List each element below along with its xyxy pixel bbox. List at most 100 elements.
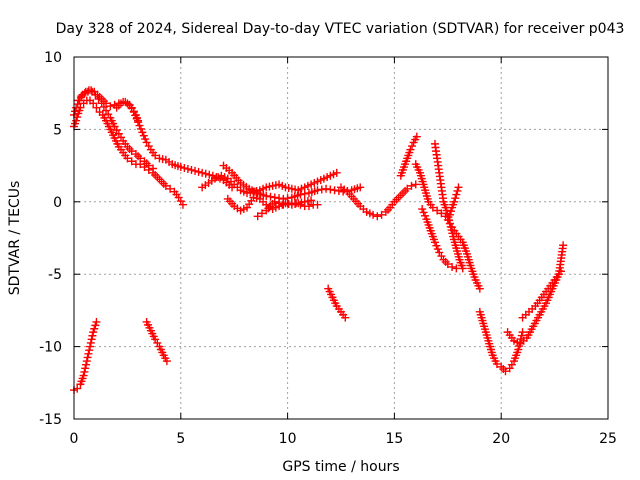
series-arc-17	[518, 267, 566, 322]
data-point	[89, 99, 98, 108]
data-point	[176, 163, 185, 172]
x-tick-label: 0	[70, 431, 79, 447]
data-point	[307, 196, 316, 205]
data-point	[205, 170, 214, 179]
data-point	[450, 197, 459, 206]
data-point	[451, 194, 460, 203]
data-point	[132, 114, 141, 123]
data-point	[447, 207, 456, 216]
data-point	[275, 199, 284, 208]
data-point	[501, 367, 510, 376]
data-point	[92, 317, 101, 326]
chart-title: Day 328 of 2024, Sidereal Day-to-day VTE…	[56, 21, 625, 37]
series-arc-20	[324, 284, 350, 322]
series-arc-14	[445, 183, 463, 219]
data-point	[452, 190, 461, 199]
data-point	[332, 168, 341, 177]
data-point	[149, 164, 158, 173]
data-point	[85, 346, 94, 355]
data-point	[127, 157, 136, 166]
data-point	[138, 128, 147, 137]
series-arc-6	[219, 161, 365, 203]
data-point	[74, 96, 83, 105]
data-point	[412, 132, 421, 141]
data-point	[428, 203, 437, 212]
data-point	[279, 200, 288, 209]
data-point	[433, 245, 442, 254]
series-arc-1	[70, 96, 187, 209]
data-point	[475, 284, 484, 293]
series-arc-19	[142, 317, 171, 366]
data-point	[266, 192, 275, 201]
series-arc-8	[253, 197, 322, 221]
data-point	[141, 135, 150, 144]
y-tick-label: 5	[53, 122, 62, 138]
data-point	[445, 210, 454, 219]
data-point	[136, 124, 145, 133]
x-tick-label: 25	[599, 431, 617, 447]
data-point	[88, 331, 97, 340]
data-point	[86, 342, 95, 351]
data-point	[341, 313, 350, 322]
data-point	[313, 200, 322, 209]
data-point	[326, 185, 335, 194]
data-point	[304, 202, 313, 211]
data-point	[162, 357, 171, 366]
data-point	[330, 186, 339, 195]
data-point	[131, 111, 140, 120]
data-point	[81, 364, 90, 373]
x-tick-label: 15	[385, 431, 403, 447]
data-point	[79, 371, 88, 380]
y-axis-label: SDTVAR / TECUs	[7, 181, 23, 296]
data-point	[433, 206, 442, 215]
data-point	[448, 262, 457, 271]
data-points	[70, 86, 568, 395]
data-point	[116, 99, 125, 108]
data-point	[270, 197, 279, 206]
data-point	[421, 211, 430, 220]
data-point	[139, 131, 148, 140]
series-arc-18	[70, 317, 101, 395]
data-point	[514, 345, 523, 354]
data-point	[292, 199, 301, 208]
data-point	[123, 154, 132, 163]
data-point	[73, 384, 82, 393]
data-point	[518, 328, 527, 337]
data-point	[557, 267, 566, 276]
data-point	[92, 103, 101, 112]
data-point	[80, 367, 89, 376]
data-point	[432, 241, 441, 250]
series-arc-16	[503, 241, 568, 348]
data-point	[453, 186, 462, 195]
data-point	[559, 241, 568, 250]
data-point	[313, 186, 322, 195]
data-point	[91, 321, 100, 330]
data-point	[317, 185, 326, 194]
data-point	[201, 169, 210, 178]
data-point	[84, 349, 93, 358]
data-point	[406, 145, 415, 154]
data-point	[86, 338, 95, 347]
data-point	[166, 184, 175, 193]
data-point	[296, 190, 305, 199]
y-tick-label: 10	[44, 50, 62, 66]
data-point	[517, 331, 526, 340]
data-point	[102, 99, 111, 108]
axis-ticks	[73, 56, 609, 420]
grid-lines	[74, 57, 608, 419]
data-point	[300, 189, 309, 198]
data-point	[82, 360, 91, 369]
y-tick-labels: 10 5 0 -5 -10 -15	[39, 50, 62, 428]
data-point	[89, 328, 98, 337]
data-point	[262, 192, 271, 201]
data-point	[452, 264, 461, 273]
data-point	[191, 166, 200, 175]
data-point	[161, 181, 170, 190]
data-point	[408, 142, 417, 151]
data-point	[183, 164, 192, 173]
data-point	[83, 353, 92, 362]
data-point	[430, 238, 439, 247]
data-point	[71, 107, 80, 116]
data-point	[121, 97, 130, 106]
